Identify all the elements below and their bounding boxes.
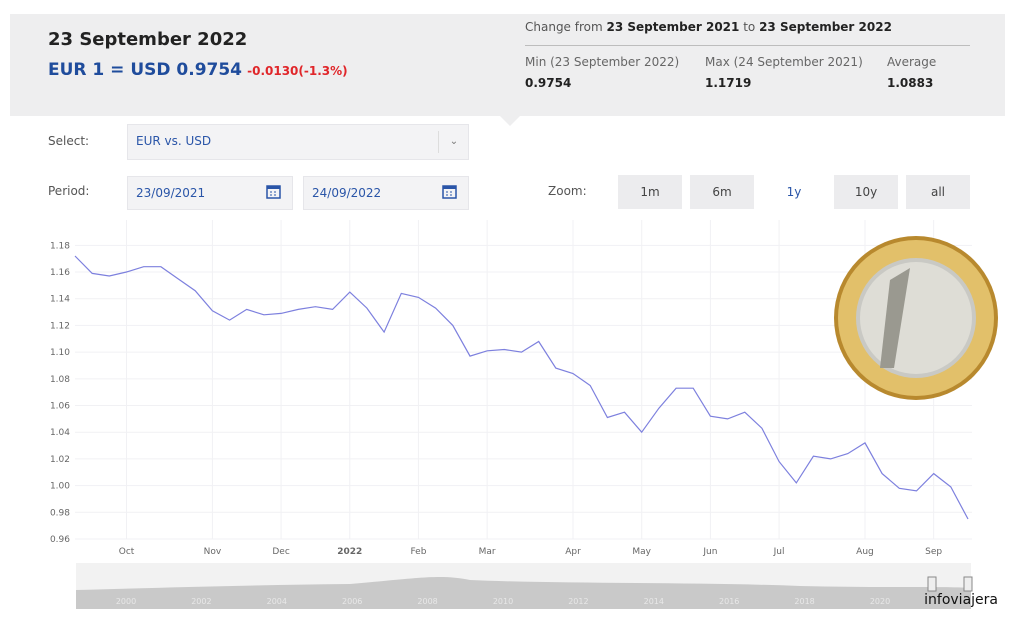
text: 23 September 2022 bbox=[759, 20, 892, 34]
stat-label: Max (24 September 2021) bbox=[705, 55, 863, 69]
y-tick-label: 0.96 bbox=[50, 535, 70, 545]
period-to[interactable]: 24/09/2022 bbox=[303, 176, 469, 210]
period-label: Period: bbox=[48, 184, 90, 198]
y-tick-label: 1.04 bbox=[50, 428, 70, 438]
divider bbox=[525, 45, 970, 46]
date-to: 24/09/2022 bbox=[312, 186, 382, 200]
header-panel bbox=[10, 14, 1005, 116]
y-tick-label: 1.10 bbox=[50, 348, 70, 358]
stat-label: Min (23 September 2022) bbox=[525, 55, 680, 69]
y-tick-label: 1.14 bbox=[50, 295, 70, 305]
navigator-year: 2010 bbox=[493, 597, 513, 606]
navigator-year: 2012 bbox=[568, 597, 588, 606]
stat-value: 0.9754 bbox=[525, 76, 572, 90]
y-tick-label: 1.12 bbox=[50, 321, 70, 331]
y-tick-label: 1.08 bbox=[50, 375, 70, 385]
navigator-year: 2000 bbox=[116, 597, 136, 606]
currency-select[interactable]: EUR vs. USD ⌄ bbox=[127, 124, 469, 160]
select-value: EUR vs. USD bbox=[136, 134, 212, 148]
x-tick-label: Mar bbox=[479, 547, 496, 557]
calendar-icon bbox=[266, 185, 281, 199]
rate: EUR 1 = USD 0.9754 bbox=[48, 60, 243, 80]
text: 23 September 2021 bbox=[606, 20, 740, 34]
x-tick-label: Apr bbox=[565, 547, 581, 557]
zoom-button[interactable]: all bbox=[906, 175, 970, 209]
stat-value: 1.0883 bbox=[887, 76, 934, 90]
line bbox=[74, 255, 969, 520]
coin bbox=[834, 236, 998, 400]
navigator-year: 2008 bbox=[417, 597, 437, 606]
x-tick-label: Oct bbox=[119, 547, 135, 557]
x-tick-label: Dec bbox=[272, 547, 289, 557]
pointer bbox=[500, 116, 520, 126]
zoom-button[interactable]: 1y bbox=[786, 185, 802, 199]
text: Change from bbox=[525, 20, 603, 34]
stat-label: Average bbox=[887, 55, 937, 69]
rate-change: -0.0130(-1.3%) bbox=[247, 64, 348, 78]
navigator-handle[interactable] bbox=[927, 576, 937, 592]
rate-line: EUR 1 = USD 0.9754 -0.0130(-1.3%) bbox=[48, 60, 348, 80]
y-tick-label: 1.00 bbox=[50, 482, 70, 492]
navigator-year: 2018 bbox=[794, 597, 814, 606]
navigator-year: 2020 bbox=[870, 597, 890, 606]
x-tick-label: Feb bbox=[410, 547, 426, 557]
navigator-year: 2002 bbox=[191, 597, 211, 606]
zoom-button[interactable]: 1m bbox=[618, 175, 682, 209]
y-tick-label: 1.02 bbox=[50, 455, 70, 465]
x-tick-label: Jun bbox=[702, 547, 717, 557]
date-title: 23 September 2022 bbox=[48, 29, 248, 50]
navigator-year: 2006 bbox=[342, 597, 362, 606]
navigator-handle[interactable] bbox=[963, 576, 973, 592]
text: to bbox=[743, 20, 756, 34]
x-tick-label: Aug bbox=[856, 547, 874, 557]
date-from: 23/09/2021 bbox=[136, 186, 206, 200]
navigator-year: 2016 bbox=[719, 597, 739, 606]
y-tick-label: 1.18 bbox=[50, 241, 70, 251]
y-tick-label: 1.16 bbox=[50, 268, 70, 278]
navigator-area bbox=[76, 577, 971, 609]
zoom-label: Zoom: bbox=[548, 184, 587, 198]
navigator-year: 2014 bbox=[644, 597, 664, 606]
watermark: infoviajera bbox=[924, 592, 998, 608]
dropdown-icon: ⌄ bbox=[438, 131, 469, 153]
x-tick-label: May bbox=[632, 547, 651, 557]
change-range: Change from 23 September 2021 to 23 Sept… bbox=[525, 20, 892, 34]
zoom-button[interactable]: 10y bbox=[834, 175, 898, 209]
zoom-button[interactable]: 6m bbox=[690, 175, 754, 209]
x-tick-label: 2022 bbox=[337, 547, 362, 557]
stat-value: 1.1719 bbox=[705, 76, 752, 90]
period-from[interactable]: 23/09/2021 bbox=[127, 176, 293, 210]
navigator-year: 2004 bbox=[267, 597, 287, 606]
x-tick-label: Jul bbox=[773, 547, 785, 557]
y-tick-label: 0.98 bbox=[50, 508, 70, 518]
x-tick-label: Sep bbox=[925, 547, 942, 557]
y-tick-label: 1.06 bbox=[50, 402, 70, 412]
x-tick-label: Nov bbox=[204, 547, 222, 557]
select-label: Select: bbox=[48, 134, 90, 148]
calendar-icon bbox=[442, 185, 457, 199]
